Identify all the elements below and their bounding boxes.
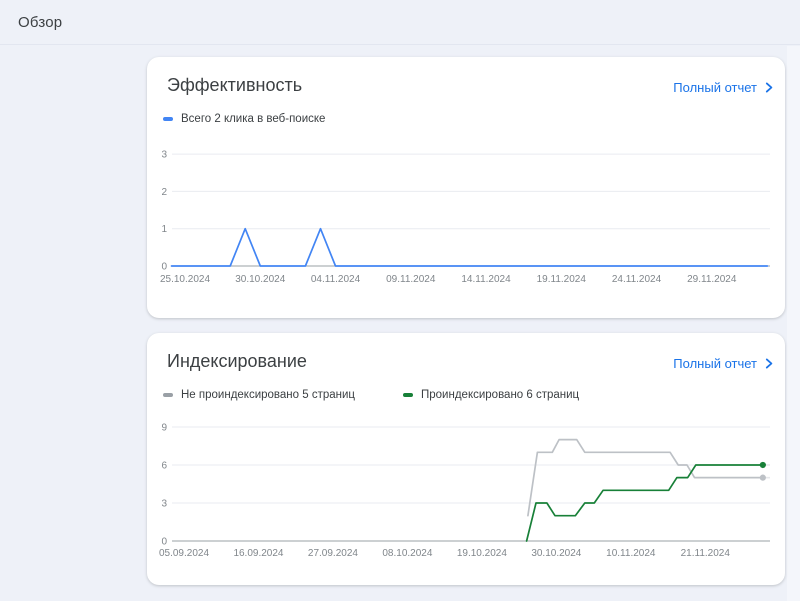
svg-text:14.11.2024: 14.11.2024 xyxy=(461,274,511,285)
legend-item-web-clicks: Всего 2 клика в веб-поиске xyxy=(163,113,325,125)
performance-legend: Всего 2 клика в веб-поиске xyxy=(147,111,785,127)
svg-text:09.11.2024: 09.11.2024 xyxy=(386,274,436,285)
scrollbar-gutter[interactable] xyxy=(787,46,800,601)
page-title: Обзор xyxy=(18,13,63,31)
svg-text:1: 1 xyxy=(161,224,167,235)
indexing-card: Индексирование Полный отчет Не проиндекс… xyxy=(147,333,785,585)
performance-card-title: Эффективность xyxy=(167,75,303,95)
indexing-legend: Не проиндексировано 5 страниц Проиндекси… xyxy=(147,387,785,403)
svg-text:19.10.2024: 19.10.2024 xyxy=(457,548,507,559)
svg-text:0: 0 xyxy=(161,262,167,273)
indexing-card-title: Индексирование xyxy=(167,351,307,371)
clicks-legend-marker-icon xyxy=(163,117,173,121)
chevron-right-icon xyxy=(765,358,773,369)
svg-text:9: 9 xyxy=(161,422,167,433)
svg-text:04.11.2024: 04.11.2024 xyxy=(311,274,361,285)
legend-item-not-indexed: Не проиндексировано 5 страниц xyxy=(163,389,355,401)
svg-text:6: 6 xyxy=(161,460,167,471)
performance-card-header: Эффективность Полный отчет xyxy=(147,57,785,97)
not-indexed-legend-marker-icon xyxy=(163,393,173,397)
legend-item-indexed: Проиндексировано 6 страниц xyxy=(403,389,579,401)
performance-card: Эффективность Полный отчет Всего 2 клика… xyxy=(147,57,785,318)
svg-text:16.09.2024: 16.09.2024 xyxy=(233,548,283,559)
svg-text:3: 3 xyxy=(161,150,167,161)
indexing-full-report-link[interactable]: Полный отчет xyxy=(673,354,773,373)
full-report-label: Полный отчет xyxy=(673,80,757,95)
svg-text:0: 0 xyxy=(161,537,167,548)
svg-text:05.09.2024: 05.09.2024 xyxy=(159,548,209,559)
svg-text:30.10.2024: 30.10.2024 xyxy=(235,274,285,285)
legend-label: Всего 2 клика в веб-поиске xyxy=(181,113,326,125)
svg-text:10.11.2024: 10.11.2024 xyxy=(606,548,656,559)
full-report-label: Полный отчет xyxy=(673,356,757,371)
indexing-card-header: Индексирование Полный отчет xyxy=(147,333,785,373)
chevron-right-icon xyxy=(765,82,773,93)
performance-line-chart: 0 1 2 3 25.10.2024 30.10.2024 04.11.2024 09.11.… xyxy=(160,150,770,285)
page-header: Обзор xyxy=(0,0,800,45)
legend-label: Проиндексировано 6 страниц xyxy=(421,389,580,401)
legend-label: Не проиндексировано 5 страниц xyxy=(181,389,355,401)
performance-full-report-link[interactable]: Полный отчет xyxy=(673,78,773,97)
indexing-line-chart: 0 3 6 9 05.09.2024 16.09.2024 27.09.2024 08.10.… xyxy=(159,422,770,559)
svg-text:30.10.2024: 30.10.2024 xyxy=(531,548,581,559)
svg-text:29.11.2024: 29.11.2024 xyxy=(687,274,737,285)
svg-text:2: 2 xyxy=(161,187,167,198)
svg-text:27.09.2024: 27.09.2024 xyxy=(308,548,358,559)
svg-text:25.10.2024: 25.10.2024 xyxy=(160,274,210,285)
svg-text:21.11.2024: 21.11.2024 xyxy=(681,548,731,559)
svg-text:24.11.2024: 24.11.2024 xyxy=(612,274,662,285)
svg-text:08.10.2024: 08.10.2024 xyxy=(382,548,432,559)
indexed-legend-marker-icon xyxy=(403,393,413,397)
svg-text:3: 3 xyxy=(161,498,167,509)
svg-text:19.11.2024: 19.11.2024 xyxy=(537,274,587,285)
